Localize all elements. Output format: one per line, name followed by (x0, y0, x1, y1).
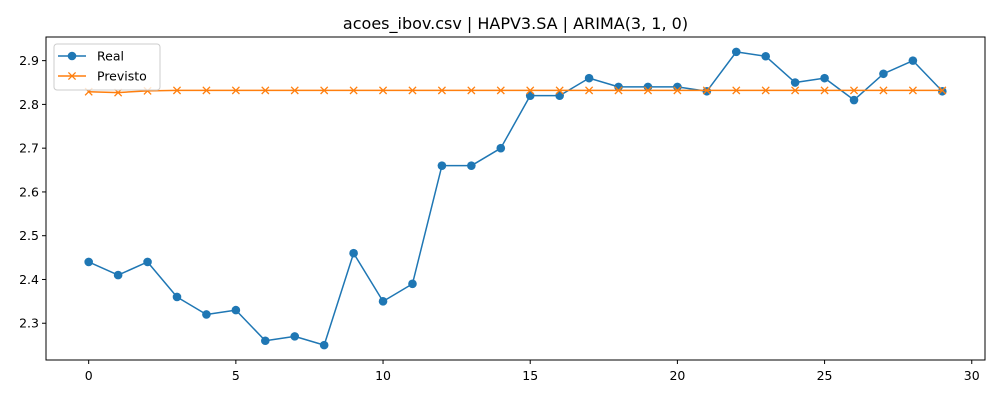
data-point-previsto (172, 86, 182, 95)
x-tick-label: 25 (817, 368, 833, 383)
data-point-real (525, 91, 535, 100)
data-point-previsto (437, 86, 446, 95)
legend-label-previsto: Previsto (97, 69, 147, 84)
x-tick-label: 30 (964, 368, 980, 383)
data-point-previsto (467, 86, 476, 95)
data-point-previsto (378, 86, 388, 95)
data-point-previsto (585, 86, 594, 95)
data-point-previsto (614, 86, 623, 95)
data-point-real (143, 257, 152, 267)
data-point-previsto (820, 86, 829, 95)
y-axis: 2.3 2.4 2.5 2.6 2.7 2.8 2.9 (19, 53, 46, 331)
y-tick-label: 2.4 (19, 272, 39, 287)
data-point-previsto (879, 86, 888, 95)
plot-area-frame (45, 36, 986, 361)
y-tick-label: 2.9 (19, 53, 39, 68)
data-point-real (349, 248, 358, 258)
data-point-real (555, 91, 564, 100)
data-point-previsto (732, 86, 741, 95)
y-tick-label: 2.6 (19, 184, 39, 199)
y-tick-label: 2.5 (19, 228, 39, 243)
legend-marker-real (67, 51, 77, 61)
data-point-previsto (555, 86, 564, 95)
data-point-real (202, 310, 211, 319)
data-point-previsto (526, 86, 535, 95)
data-point-previsto (408, 86, 417, 95)
legend-marker-previsto (67, 71, 77, 81)
data-point-real (231, 305, 241, 315)
data-point-real (260, 336, 270, 346)
data-point-real (172, 292, 182, 302)
data-point-real (467, 161, 476, 170)
data-point-real (84, 257, 93, 267)
series-real (84, 47, 947, 350)
data-point-real (319, 340, 329, 350)
y-tick-label: 2.3 (19, 316, 39, 331)
data-point-previsto (496, 86, 505, 95)
data-point-real (761, 51, 771, 61)
data-point-previsto (290, 86, 299, 95)
data-point-previsto (643, 86, 653, 95)
data-point-previsto (702, 86, 711, 95)
legend-label-real: Real (97, 49, 124, 64)
y-tick-label: 2.7 (19, 141, 39, 156)
x-axis: 0 5 10 15 20 25 30 (85, 360, 980, 383)
x-tick-label: 5 (232, 368, 240, 383)
data-point-real (790, 78, 800, 87)
data-point-previsto (261, 86, 270, 95)
data-point-real (496, 143, 506, 153)
x-tick-label: 20 (669, 368, 685, 383)
x-tick-label: 15 (522, 368, 538, 383)
data-point-real (378, 297, 388, 306)
y-tick-label: 2.8 (19, 97, 39, 112)
data-point-real (113, 270, 123, 280)
series-previsto (84, 86, 947, 97)
chart-title: acoes_ibov.csv | HAPV3.SA | ARIMA(3, 1, … (343, 14, 688, 34)
data-point-previsto (761, 86, 770, 95)
data-point-real (879, 69, 888, 79)
data-point-previsto (231, 86, 240, 95)
data-point-real (849, 95, 859, 105)
data-point-previsto (673, 86, 682, 95)
data-point-real (408, 279, 417, 289)
legend: Real Previsto (53, 43, 161, 91)
data-point-previsto (349, 86, 358, 95)
data-point-real (437, 161, 447, 170)
series-line-previsto (88, 89, 943, 94)
data-point-real (908, 56, 918, 65)
data-point-real (820, 73, 829, 83)
x-tick-label: 10 (375, 368, 391, 383)
series-line-real (88, 51, 943, 346)
data-point-real (584, 73, 594, 83)
data-point-previsto (938, 86, 947, 95)
data-point-previsto (849, 86, 859, 95)
x-tick-label: 0 (85, 368, 93, 383)
data-point-previsto (320, 86, 329, 95)
data-point-previsto (202, 86, 211, 95)
series-layer (84, 47, 947, 350)
data-point-real (290, 332, 300, 341)
data-point-previsto (908, 86, 917, 95)
data-point-real (731, 47, 741, 57)
data-point-previsto (791, 86, 800, 95)
